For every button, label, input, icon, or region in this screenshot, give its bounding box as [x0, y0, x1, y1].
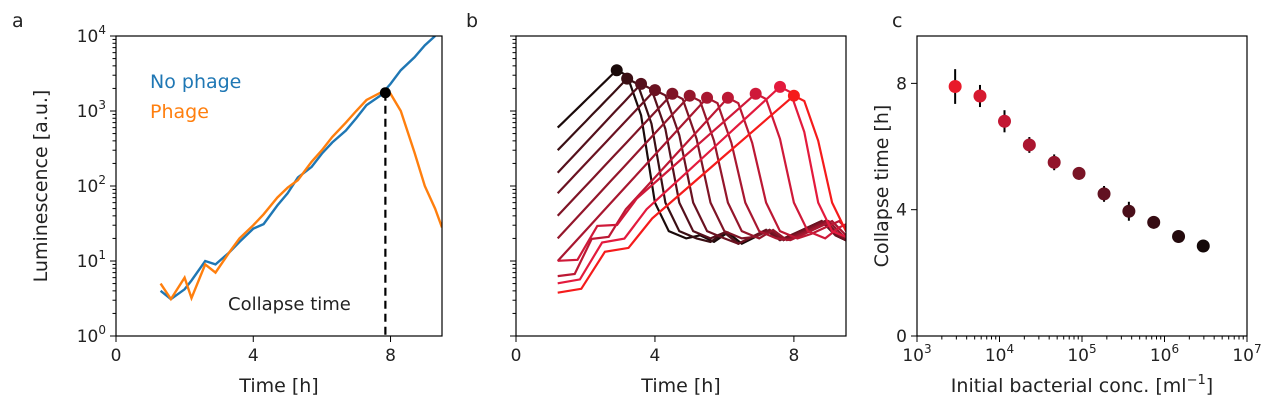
peak-marker [648, 84, 661, 97]
data-point [1122, 204, 1136, 218]
series-line [556, 88, 846, 245]
peak-marker [701, 91, 714, 104]
peak-marker [774, 80, 786, 93]
data-point [1022, 138, 1036, 152]
collapse-point [379, 87, 391, 99]
peak-marker [666, 87, 679, 100]
y-tick-label: 103 [77, 98, 106, 122]
x-tick-label: 4 [248, 346, 259, 366]
data-point [1147, 215, 1161, 229]
x-tick-label: 0 [511, 346, 522, 366]
series-line [556, 94, 846, 242]
data-point [1072, 166, 1086, 180]
plot-area [556, 64, 846, 294]
y-tick-label: 4 [896, 201, 907, 221]
peak-marker [749, 87, 762, 100]
panel-letter: b [466, 10, 478, 32]
data-point [998, 114, 1012, 128]
legend-phage: Phage [150, 101, 209, 123]
series-line [557, 96, 846, 278]
x-tick-label: 105 [1067, 342, 1096, 366]
x-tick-label: 104 [985, 342, 1014, 366]
peak-marker [683, 89, 696, 102]
data-point [1172, 230, 1186, 244]
panel-a: a Collapse time No phage Phage 0 4 8 100 101 102 1… [12, 10, 443, 397]
peak-marker [610, 64, 623, 77]
y-axis-title: Collapse time [h] [871, 105, 893, 268]
data-point [1196, 239, 1210, 253]
panel-b: b 0 4 8 Time [h] [466, 10, 847, 397]
data-point [1047, 155, 1061, 169]
series-line [557, 92, 846, 262]
collapse-time-annotation: Collapse time [228, 294, 351, 315]
panel-c: c 103 104 105 106 107 0 4 8 Initial bacterial con… [871, 10, 1262, 397]
y-axis-title: Luminescence [a.u.] [30, 90, 52, 283]
x-tick-label: 0 [111, 346, 122, 366]
x-tick-label: 103 [902, 342, 931, 366]
y-tick-label: 101 [77, 248, 106, 272]
plot-area [159, 36, 442, 336]
peak-marker [721, 91, 734, 104]
x-tick-label: 106 [1150, 342, 1179, 366]
y-tick-label: 8 [896, 74, 907, 94]
x-tick-label: 8 [385, 346, 396, 366]
x-axis-title: Time [h] [238, 375, 318, 397]
peak-marker [787, 89, 800, 102]
y-tick-label: 104 [77, 23, 106, 47]
x-tick-label: 4 [650, 346, 661, 366]
y-tick-label: 0 [896, 327, 907, 347]
data-point [948, 80, 962, 94]
series-line [557, 85, 846, 285]
axes-frame [916, 35, 1248, 337]
data-point [1097, 187, 1111, 201]
x-axis-title: Initial bacterial conc. [ml−1] [951, 373, 1213, 397]
panel-letter: c [892, 10, 902, 32]
x-tick-label: 107 [1232, 342, 1261, 366]
x-tick-label: 8 [788, 346, 799, 366]
series-line-phage [159, 91, 442, 302]
panel-letter: a [12, 10, 24, 32]
series-line-no-phage [159, 36, 436, 301]
plot-area [948, 69, 1210, 253]
peak-marker [635, 77, 648, 90]
legend-no-phage: No phage [150, 71, 241, 93]
peak-marker [621, 72, 634, 85]
x-axis-title: Time [h] [640, 375, 720, 397]
data-point [973, 89, 987, 103]
series-line [556, 92, 846, 242]
y-tick-label: 100 [77, 323, 106, 347]
series-line [557, 94, 846, 294]
y-tick-label: 102 [77, 173, 106, 197]
